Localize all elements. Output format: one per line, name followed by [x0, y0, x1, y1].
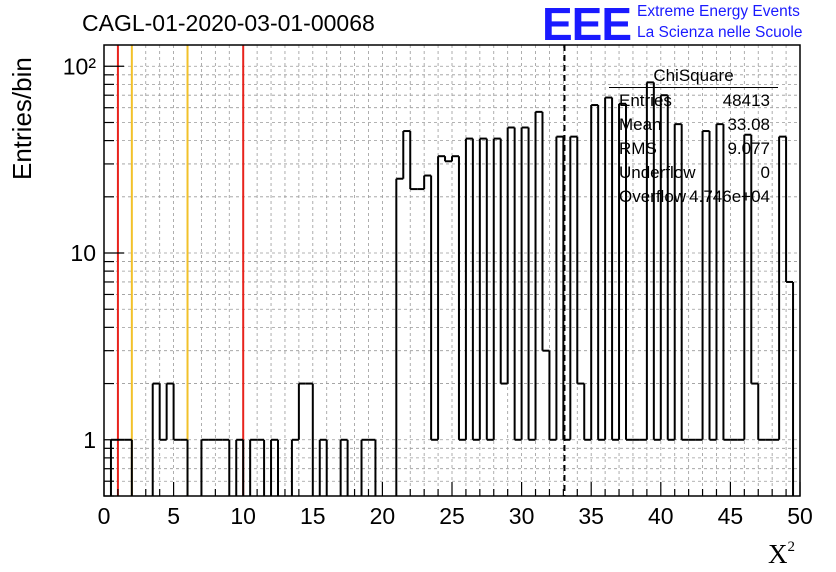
- stats-row: Overflow 4.746e+04: [609, 185, 778, 209]
- y-tick-label: 1: [83, 427, 96, 453]
- y-tick-label: 10²: [63, 53, 97, 79]
- x-tick-label: 50: [787, 503, 813, 529]
- grid-lines: [103, 45, 801, 497]
- stats-key: Mean: [619, 115, 662, 134]
- stats-key: Entries: [619, 91, 672, 110]
- axis-ticks: [103, 65, 801, 497]
- x-axis-label-superscript: 2: [787, 539, 796, 555]
- stats-value: 48413: [722, 91, 770, 110]
- stats-title: ChiSquare: [609, 66, 778, 88]
- x-tick-label: 20: [370, 503, 396, 529]
- x-tick-label: 5: [167, 503, 180, 529]
- stats-key: RMS: [619, 139, 657, 158]
- x-tick-label: 40: [648, 503, 674, 529]
- stats-value: 33.08: [727, 115, 770, 134]
- stats-row: RMS 9.077: [609, 137, 778, 161]
- x-tick-label: 30: [509, 503, 535, 529]
- stats-value: 0: [760, 163, 770, 182]
- stats-row: Mean 33.08: [609, 113, 778, 137]
- x-tick-label: 35: [578, 503, 604, 529]
- x-tick-label: 25: [439, 503, 465, 529]
- histogram-bins: [109, 81, 795, 496]
- x-axis-label-base: X: [768, 539, 788, 569]
- x-tick-labels: 0 5 10 15 20 25 30 35 40 45 50: [98, 503, 813, 529]
- y-tick-label: 10: [70, 240, 96, 266]
- marker-lines: [116, 45, 566, 496]
- stats-row: Underflow 0: [609, 161, 778, 185]
- x-tick-label: 0: [98, 503, 111, 529]
- eee-logo: EEE: [542, 0, 632, 50]
- stats-key: Overflow: [619, 187, 687, 206]
- x-tick-label: 10: [230, 503, 256, 529]
- y-tick-labels: 1 10 10²: [63, 53, 97, 453]
- stats-key: Underflow: [619, 163, 696, 182]
- logo-tagline-2: La Scienza nelle Scuole: [637, 24, 803, 41]
- stats-value: 9.077: [727, 139, 770, 158]
- stats-value: 4.746e+04: [689, 187, 770, 206]
- y-axis-label: Entries/bin: [7, 57, 37, 180]
- chart-title: CAGL-01-2020-03-01-00068: [82, 10, 375, 36]
- stats-row: Entries 48413: [609, 89, 778, 113]
- x-tick-label: 45: [718, 503, 744, 529]
- logo-tagline-1: Extreme Energy Events: [637, 3, 800, 20]
- x-tick-label: 15: [300, 503, 326, 529]
- x-axis-label: X2: [768, 539, 795, 570]
- stats-box: ChiSquare Entries 48413 Mean 33.08 RMS 9.07…: [609, 66, 778, 209]
